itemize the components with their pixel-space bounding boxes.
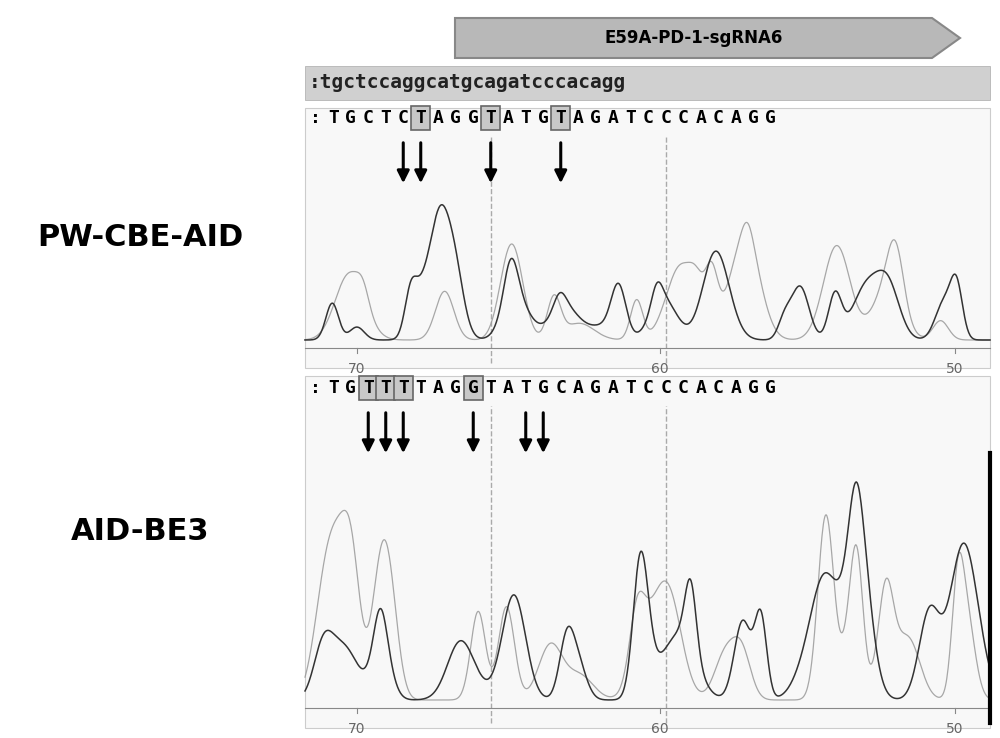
Text: G: G (468, 379, 479, 397)
Text: C: C (713, 109, 724, 127)
Text: A: A (433, 109, 444, 127)
Text: A: A (695, 379, 706, 397)
Polygon shape (455, 18, 960, 58)
Text: A: A (608, 109, 619, 127)
Text: G: G (345, 109, 356, 127)
Text: A: A (608, 379, 619, 397)
Text: C: C (643, 379, 654, 397)
Text: :tgctccaggcatgcagatcccacagg: :tgctccaggcatgcagatcccacagg (309, 74, 626, 92)
Text: T: T (520, 109, 531, 127)
Text: G: G (765, 379, 776, 397)
Text: G: G (468, 109, 479, 127)
Text: C: C (660, 109, 671, 127)
Text: G: G (450, 109, 461, 127)
FancyBboxPatch shape (411, 106, 430, 130)
FancyBboxPatch shape (376, 376, 395, 400)
Text: 50: 50 (946, 722, 964, 736)
Text: 60: 60 (651, 722, 669, 736)
Text: T: T (555, 109, 566, 127)
Text: T: T (625, 379, 636, 397)
Text: G: G (345, 379, 356, 397)
Text: AID-BE3: AID-BE3 (71, 517, 209, 547)
FancyBboxPatch shape (394, 376, 413, 400)
Text: T: T (485, 379, 496, 397)
Text: 70: 70 (348, 362, 366, 376)
Text: C: C (555, 379, 566, 397)
Text: T: T (363, 379, 374, 397)
Text: A: A (503, 379, 514, 397)
Text: 50: 50 (946, 362, 964, 376)
FancyBboxPatch shape (464, 376, 483, 400)
Text: T: T (328, 109, 339, 127)
Text: A: A (730, 379, 741, 397)
Text: :: : (310, 379, 321, 397)
Text: C: C (660, 379, 671, 397)
Bar (305, 376, 990, 728)
Text: T: T (415, 379, 426, 397)
Text: 70: 70 (348, 722, 366, 736)
Text: E59A-PD-1-sgRNA6: E59A-PD-1-sgRNA6 (604, 29, 783, 47)
Text: T: T (520, 379, 531, 397)
Text: C: C (678, 109, 689, 127)
Text: C: C (643, 109, 654, 127)
Text: T: T (380, 379, 391, 397)
Bar (305, 66, 990, 100)
Text: G: G (590, 379, 601, 397)
Text: A: A (503, 109, 514, 127)
Text: A: A (573, 379, 584, 397)
Bar (305, 108, 990, 368)
Text: T: T (625, 109, 636, 127)
Text: G: G (748, 379, 759, 397)
Text: A: A (695, 109, 706, 127)
FancyBboxPatch shape (551, 106, 570, 130)
Text: PW-CBE-AID: PW-CBE-AID (37, 224, 243, 252)
Text: G: G (538, 379, 549, 397)
FancyBboxPatch shape (481, 106, 500, 130)
Text: G: G (590, 109, 601, 127)
Text: G: G (538, 109, 549, 127)
FancyBboxPatch shape (359, 376, 378, 400)
Text: C: C (678, 379, 689, 397)
Text: A: A (573, 109, 584, 127)
Text: A: A (433, 379, 444, 397)
Text: :: : (310, 109, 321, 127)
Text: G: G (450, 379, 461, 397)
Text: A: A (730, 109, 741, 127)
Text: C: C (713, 379, 724, 397)
Text: C: C (363, 109, 374, 127)
Text: T: T (380, 109, 391, 127)
Text: T: T (485, 109, 496, 127)
Text: G: G (765, 109, 776, 127)
Text: T: T (415, 109, 426, 127)
Text: C: C (398, 109, 409, 127)
Text: T: T (328, 379, 339, 397)
Text: T: T (398, 379, 409, 397)
Text: 60: 60 (651, 362, 669, 376)
Text: G: G (748, 109, 759, 127)
